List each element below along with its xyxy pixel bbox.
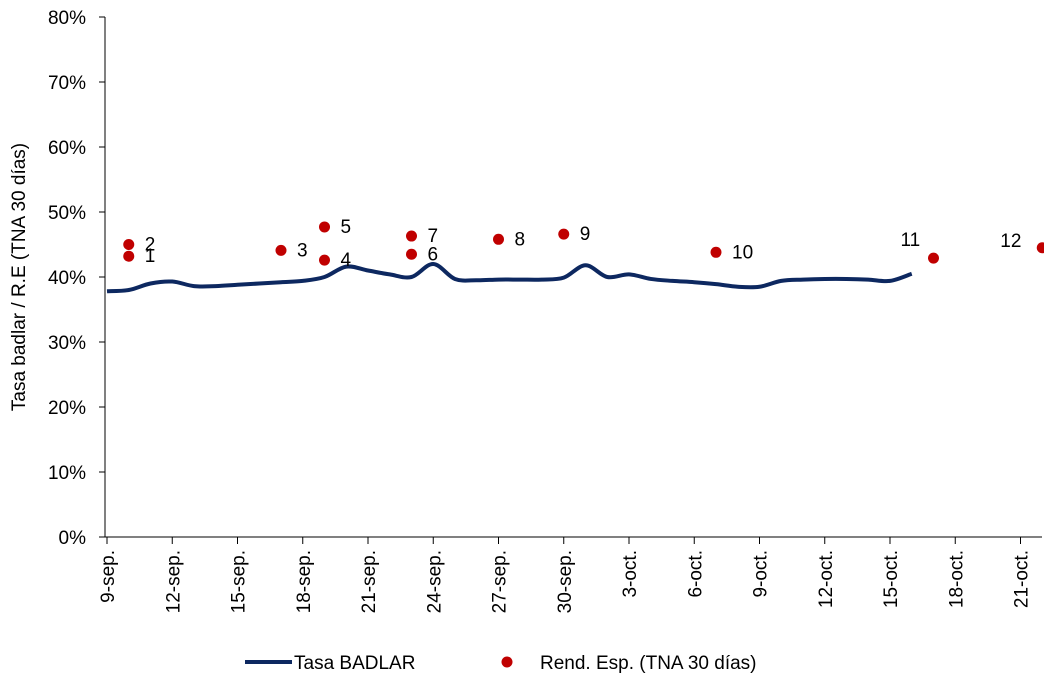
point-label-9: 9 [580,224,591,245]
x-tick-label: 21-sep. [359,550,380,613]
y-tick-label: 60% [48,138,86,159]
scatter-point-6 [406,248,417,260]
point-label-5: 5 [341,217,352,238]
point-label-6: 6 [428,244,439,265]
scatter-point-8 [493,233,504,245]
point-label-11: 11 [901,230,921,251]
x-tick-label: 9-sep. [98,550,119,603]
x-tick-label: 27-sep. [490,550,511,613]
scatter-point-1 [123,250,135,262]
point-label-12: 12 [1000,231,1021,252]
x-tick-label: 24-sep. [424,550,445,613]
y-tick-label: 70% [48,73,86,94]
point-label-8: 8 [515,229,526,250]
point-label-1: 1 [145,246,156,267]
point-label-2: 2 [145,235,156,256]
point-label-3: 3 [297,240,308,261]
scatter-point-2 [123,239,135,250]
y-tick-label: 20% [48,398,86,419]
x-tick-label: 3-oct. [620,550,641,598]
scatter-point-3 [275,244,287,256]
y-tick-label: 0% [59,528,87,549]
point-label-4: 4 [341,250,352,271]
scatter-point-4 [319,254,330,266]
x-tick-label: 12-sep. [163,550,184,613]
y-tick-label: 10% [48,463,86,484]
x-tick-label: 30-sep. [555,550,576,613]
scatter-point-10 [710,246,722,258]
x-tick-label: 18-oct. [946,550,967,608]
scatter-point-7 [406,230,417,242]
y-tick-label: 50% [48,203,86,224]
scatter-point-12 [1036,242,1044,254]
x-tick-label: 6-oct. [685,550,706,598]
x-tick-label: 21-oct. [1012,550,1033,608]
y-tick-label: 30% [48,333,86,354]
x-tick-label: 9-oct. [751,550,772,598]
y-tick-label: 40% [48,268,86,289]
legend-label-tasa-badlar: Tasa BADLAR [294,653,415,674]
scatter-point-5 [319,221,330,233]
point-label-7: 7 [428,226,439,247]
x-tick-label: 18-sep. [294,550,315,613]
point-label-10: 10 [732,242,753,263]
legend-label-rend-esp: Rend. Esp. (TNA 30 días) [540,653,757,674]
x-tick-label: 15-sep. [229,550,250,613]
y-tick-label: 80% [48,8,86,29]
scatter-point-11 [928,252,939,264]
legend-dot-swatch [501,656,513,668]
scatter-point-9 [558,228,570,240]
y-axis-title: Tasa badlar / R.E (TNA 30 días) [9,143,30,411]
legend: Tasa BADLAR Rend. Esp. (TNA 30 días) [245,653,757,674]
x-tick-label: 15-oct. [881,550,902,608]
x-tick-label: 12-oct. [816,550,837,608]
plot-area: 0% 10% 20% 30% 40% 50% 60% 70% 80% 9-sep. 12-sep. 1… [48,8,1044,613]
series-line-tasa-badlar [106,262,913,294]
